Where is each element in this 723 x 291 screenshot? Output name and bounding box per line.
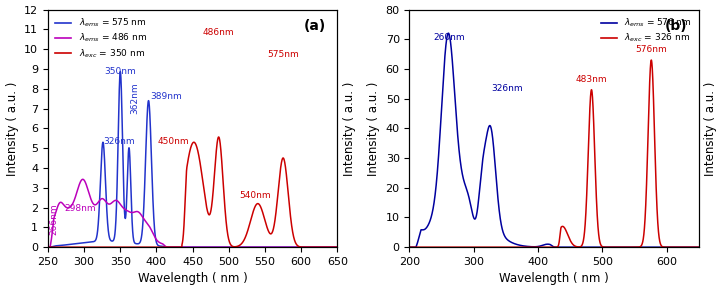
- Text: 483nm: 483nm: [576, 75, 607, 84]
- Text: (a): (a): [304, 19, 326, 33]
- Text: 326nm: 326nm: [491, 84, 523, 93]
- X-axis label: Wavelength ( nm ): Wavelength ( nm ): [138, 272, 247, 285]
- Text: 298nm: 298nm: [64, 203, 95, 212]
- Text: 326nm: 326nm: [103, 137, 135, 146]
- Text: 486nm: 486nm: [203, 28, 234, 37]
- Text: 450nm: 450nm: [158, 137, 189, 146]
- Text: 540nm: 540nm: [239, 191, 270, 200]
- Text: 575nm: 575nm: [268, 50, 299, 59]
- Text: 260nm: 260nm: [434, 33, 465, 42]
- Text: (b): (b): [664, 19, 688, 33]
- X-axis label: Wavelength ( nm ): Wavelength ( nm ): [500, 272, 609, 285]
- Text: 362nm: 362nm: [130, 82, 140, 113]
- Legend: $\lambda_{ems}$ = 575 nm, $\lambda_{ems}$ = 486 nm, $\lambda_{exc}$ = 350 nm: $\lambda_{ems}$ = 575 nm, $\lambda_{ems}…: [53, 14, 150, 62]
- Text: 576nm: 576nm: [636, 45, 667, 54]
- Text: 350nm: 350nm: [104, 67, 136, 76]
- Y-axis label: Intensity ( a.u. ): Intensity ( a.u. ): [343, 81, 356, 175]
- Y-axis label: Intensity ( a.u. ): Intensity ( a.u. ): [6, 81, 19, 175]
- Text: 266nm: 266nm: [49, 204, 59, 235]
- Text: 389nm: 389nm: [150, 92, 181, 101]
- Legend: $\lambda_{ems}$ = 576 nm, $\lambda_{exc}$ = 326 nm: $\lambda_{ems}$ = 576 nm, $\lambda_{exc}…: [598, 14, 694, 47]
- Y-axis label: Intensity ( a.u. ): Intensity ( a.u. ): [704, 81, 717, 175]
- Y-axis label: Intensity ( a.u. ): Intensity ( a.u. ): [367, 81, 380, 175]
